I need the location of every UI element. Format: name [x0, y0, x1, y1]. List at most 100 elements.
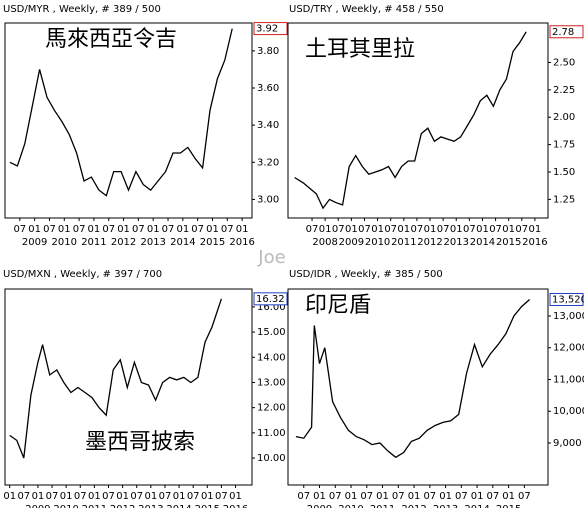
plot-frame — [287, 288, 549, 486]
x-year-label: 2011 — [370, 504, 395, 508]
chart-header: USD/TRY , Weekly, # 458 / 550 — [289, 4, 444, 15]
x-tick-label: 07 — [332, 224, 345, 235]
x-year-label: 2016 — [223, 504, 248, 508]
x-tick-label: 01 — [502, 491, 515, 502]
y-tick-label: 14.00 — [257, 352, 286, 363]
last-value-label: 13,520 — [552, 294, 584, 305]
x-tick-label: 07 — [130, 491, 143, 502]
x-year-label: 2010 — [53, 504, 78, 508]
y-tick-label: 15.00 — [257, 327, 286, 338]
x-tick-label: 01 — [176, 224, 189, 235]
x-tick-label: 01 — [117, 224, 130, 235]
x-year-label: 2010 — [365, 237, 390, 248]
y-tick-label: 1.75 — [553, 140, 575, 151]
x-year-label: 2012 — [110, 504, 135, 508]
x-tick-label: 01 — [439, 491, 452, 502]
price-line — [295, 299, 531, 459]
y-tick-label: 13,000 — [553, 311, 584, 322]
last-value-label: 3.92 — [256, 24, 278, 35]
x-year-label: 2016 — [522, 237, 547, 248]
x-tick-label: 07 — [463, 224, 476, 235]
x-year-label: 2010 — [52, 237, 77, 248]
x-year-label: 2009 — [25, 504, 50, 508]
last-value-box — [253, 292, 288, 306]
x-tick-label: 01 — [319, 224, 332, 235]
x-tick-label: 07 — [46, 491, 59, 502]
x-tick-label: 07 — [221, 224, 234, 235]
x-year-label: 2013 — [444, 237, 469, 248]
x-tick-label: 07 — [518, 491, 531, 502]
x-year-label: 2010 — [338, 504, 363, 508]
last-value-label: 2.78 — [552, 27, 574, 38]
x-tick-label: 07 — [102, 491, 115, 502]
x-year-label: 2013 — [433, 504, 458, 508]
x-tick-label: 01 — [229, 491, 242, 502]
x-tick-label: 01 — [236, 224, 249, 235]
x-tick-label: 07 — [17, 491, 30, 502]
x-tick-label: 01 — [28, 224, 41, 235]
x-tick-label: 01 — [201, 491, 214, 502]
x-tick-label: 07 — [132, 224, 145, 235]
x-tick-label: 07 — [423, 491, 436, 502]
x-tick-label: 01 — [371, 224, 384, 235]
x-tick-label: 07 — [187, 491, 200, 502]
x-tick-label: 01 — [3, 491, 16, 502]
x-tick-label: 01 — [116, 491, 129, 502]
annotation: 墨西哥披索 — [85, 430, 195, 455]
x-tick-label: 07 — [392, 491, 405, 502]
x-year-label: 2012 — [111, 237, 136, 248]
x-tick-label: 01 — [424, 224, 437, 235]
x-year-label: 2016 — [229, 237, 254, 248]
x-tick-label: 01 — [88, 224, 101, 235]
x-tick-label: 01 — [32, 491, 45, 502]
y-tick-label: 12,000 — [553, 343, 584, 354]
y-tick-label: 9,000 — [553, 438, 582, 449]
last-value-label: 16.32 — [256, 294, 285, 305]
y-tick-label: 1.25 — [553, 194, 575, 205]
x-tick-label: 01 — [173, 491, 186, 502]
plot-frame — [4, 288, 253, 486]
price-line — [294, 31, 527, 210]
chart-header: USD/MXN , Weekly, # 397 / 700 — [3, 269, 162, 280]
x-year-label: 2014 — [464, 504, 489, 508]
x-year-label: 2013 — [138, 504, 163, 508]
x-tick-label: 01 — [88, 491, 101, 502]
x-tick-label: 01 — [376, 491, 389, 502]
y-tick-label: 11,000 — [553, 374, 584, 385]
y-tick-label: 3.40 — [257, 120, 279, 131]
y-tick-label: 11.00 — [257, 428, 286, 439]
x-tick-label: 07 — [191, 224, 204, 235]
x-tick-label: 07 — [437, 224, 450, 235]
y-tick-label: 3.80 — [257, 46, 279, 57]
x-tick-label: 07 — [159, 491, 172, 502]
y-tick-label: 10.00 — [257, 453, 286, 464]
x-year-label: 2009 — [307, 504, 332, 508]
x-tick-label: 07 — [486, 491, 499, 502]
annotation: 馬來西亞令吉 — [45, 27, 177, 52]
x-year-label: 2014 — [170, 237, 195, 248]
x-tick-label: 07 — [162, 224, 175, 235]
x-tick-label: 01 — [529, 224, 542, 235]
x-tick-label: 07 — [73, 224, 86, 235]
x-year-label: 2012 — [417, 237, 442, 248]
x-year-label: 2015 — [496, 237, 521, 248]
x-year-label: 2014 — [166, 504, 191, 508]
x-tick-label: 01 — [144, 491, 157, 502]
x-tick-label: 07 — [215, 491, 228, 502]
x-tick-label: 01 — [408, 491, 421, 502]
price-line — [9, 28, 233, 197]
x-tick-label: 01 — [471, 491, 484, 502]
x-year-label: 2011 — [81, 237, 106, 248]
x-tick-label: 01 — [58, 224, 71, 235]
y-tick-label: 10,000 — [553, 406, 584, 417]
x-year-label: 2012 — [401, 504, 426, 508]
x-year-label: 2015 — [496, 504, 521, 508]
y-tick-label: 3.60 — [257, 83, 279, 94]
x-year-label: 2009 — [22, 237, 47, 248]
y-tick-label: 16.00 — [257, 302, 286, 313]
x-tick-label: 01 — [476, 224, 489, 235]
annotation: 土耳其里拉 — [305, 37, 415, 62]
x-year-label: 2011 — [82, 504, 107, 508]
x-tick-label: 01 — [502, 224, 515, 235]
